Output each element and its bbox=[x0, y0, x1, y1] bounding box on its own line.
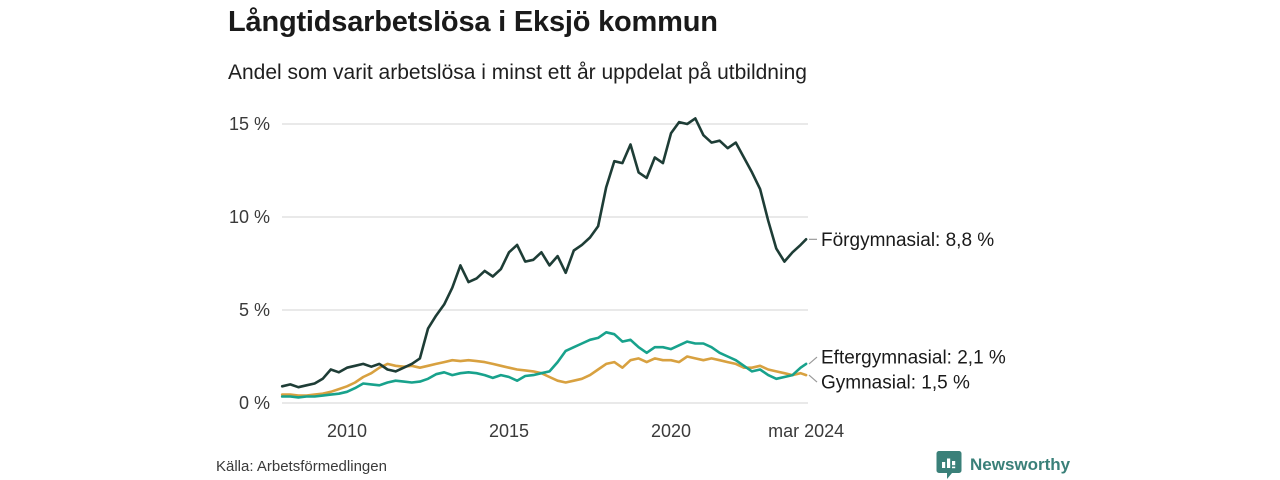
source-note: Källa: Arbetsförmedlingen bbox=[216, 458, 387, 475]
x-tick-label: 2010 bbox=[327, 421, 367, 441]
x-tick-label: 2020 bbox=[651, 421, 691, 441]
y-tick-label: 5 % bbox=[239, 300, 270, 320]
series-label-forgymnasial: Förgymnasial: 8,8 % bbox=[821, 230, 994, 251]
newsworthy-logo-icon bbox=[936, 451, 962, 479]
y-tick-label: 10 % bbox=[229, 207, 270, 227]
y-tick-label: 15 % bbox=[229, 114, 270, 134]
series-label-eftergymnasial: Eftergymnasial: 2,1 % bbox=[821, 348, 1006, 369]
series-line-eftergymnasial bbox=[280, 330, 808, 399]
x-tick-label: mar 2024 bbox=[768, 421, 844, 441]
chart-title: Långtidsarbetslösa i Eksjö kommun bbox=[228, 6, 718, 38]
series-line-forgymnasial bbox=[280, 117, 808, 389]
chart-subtitle: Andel som varit arbetslösa i minst ett å… bbox=[228, 61, 807, 84]
x-tick-label: 2015 bbox=[489, 421, 529, 441]
series-label-gymnasial: Gymnasial: 1,5 % bbox=[821, 373, 970, 394]
label-connector-eftergymnasial bbox=[808, 356, 818, 365]
series-line-gymnasial bbox=[280, 355, 808, 397]
label-connector-gymnasial bbox=[808, 374, 818, 383]
brand-logo: Newsworthy bbox=[936, 450, 1070, 479]
y-tick-label: 0 % bbox=[239, 393, 270, 413]
brand-name: Newsworthy bbox=[970, 454, 1071, 474]
